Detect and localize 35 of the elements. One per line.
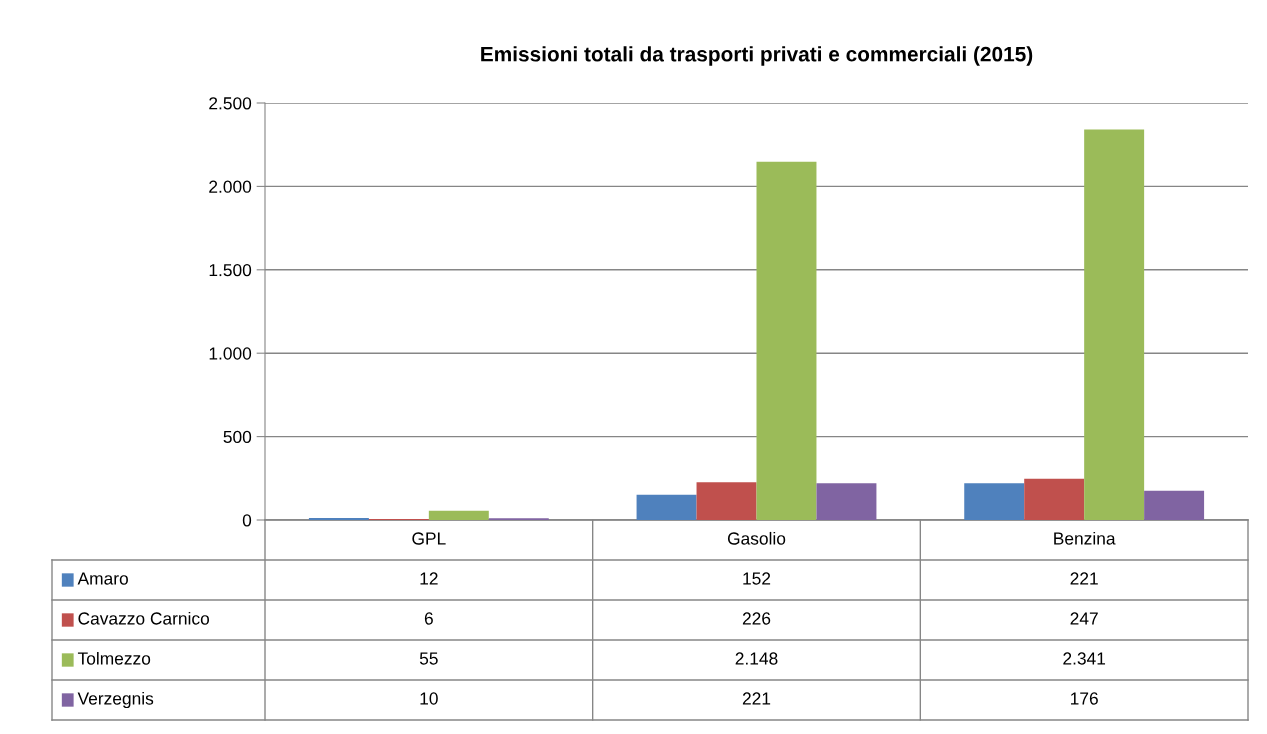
x-tick-label: Benzina (1054, 531, 1116, 545)
bar (816, 483, 877, 520)
bar (1084, 129, 1145, 520)
legend-label: Amaro (77, 572, 128, 585)
data-label: 221 (742, 692, 771, 705)
data-label: 2.341 (1063, 652, 1106, 665)
y-tick-label: 1.500 (209, 263, 252, 277)
bar (1144, 490, 1205, 520)
legend-label: Cavazzo Carnico (78, 611, 210, 625)
y-tick-label: 0 (242, 514, 252, 527)
y-tick-label: 500 (223, 430, 252, 444)
x-tick-label: Gasolio (727, 531, 786, 545)
data-label: 55 (419, 652, 438, 665)
bar (964, 483, 1025, 520)
data-label: 10 (420, 692, 438, 705)
bar (696, 482, 757, 520)
bar (1024, 478, 1085, 520)
data-label: 247 (1070, 612, 1098, 625)
y-tick-label: 2.000 (209, 180, 252, 193)
data-label: 176 (1071, 692, 1098, 705)
y-tick-label: 2.500 (209, 97, 252, 110)
data-label: 226 (742, 612, 771, 625)
bar (756, 161, 817, 520)
data-label: 12 (420, 572, 438, 585)
bar (428, 510, 489, 520)
bar (636, 494, 697, 520)
chart-title: Emissioni totali da trasporti privati e commerciali (2015) (481, 46, 1033, 66)
data-label: 6 (424, 612, 433, 625)
data-label: 221 (1070, 572, 1098, 585)
legend-label: Verzegnis (77, 691, 154, 709)
data-label: 2.148 (735, 652, 778, 665)
legend-label: Tolmezzo (77, 651, 151, 665)
data-label: 152 (743, 572, 771, 585)
x-tick-label: GPL (412, 532, 446, 545)
y-tick-label: 1.000 (209, 347, 252, 360)
